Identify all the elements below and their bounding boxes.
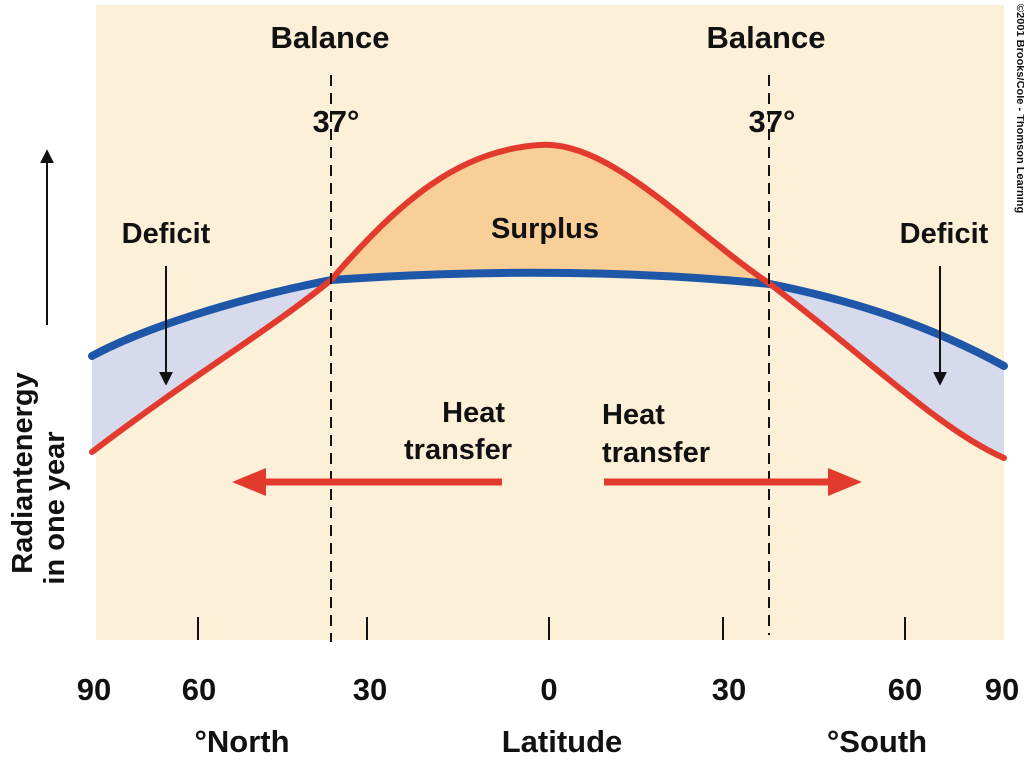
angle-label-left: 37°	[313, 104, 360, 139]
x-label-north: °North	[194, 724, 289, 759]
tick-label-60-south: 60	[888, 672, 922, 707]
tick-label-30-south: 30	[712, 672, 746, 707]
surplus-label: Surplus	[491, 213, 599, 245]
copyright-text: ©2001 Brooks/Cole - Thomson Learning	[1014, 4, 1024, 213]
heat-transfer-label-right-line1: Heat	[602, 399, 665, 431]
tick-label-30-north: 30	[353, 672, 387, 707]
deficit-label-left: Deficit	[122, 218, 211, 250]
heat-transfer-arrowhead-right	[828, 468, 862, 496]
heat-transfer-label-left-line1: Heat	[442, 397, 505, 429]
tick-label-90-north: 90	[77, 672, 111, 707]
incoming-radiation-curve	[89, 141, 1007, 461]
heat-transfer-label-right-line2: transfer	[602, 437, 710, 469]
heat-transfer-label-left-line2: transfer	[404, 434, 512, 466]
angle-label-right: 37°	[749, 104, 796, 139]
x-tick-marks	[197, 617, 906, 640]
x-label-south: °South	[827, 724, 927, 759]
y-axis-label-line2: in one year	[39, 431, 71, 584]
balance-label-left: Balance	[271, 20, 390, 55]
tick-label-0: 0	[540, 672, 557, 707]
y-axis-label-line1: Radiantenergy	[7, 372, 39, 573]
x-label-latitude: Latitude	[502, 724, 623, 759]
tick-label-90-south: 90	[985, 672, 1019, 707]
outgoing-radiation-curve	[88, 268, 1008, 370]
balance-label-right: Balance	[707, 20, 826, 55]
heat-transfer-arrowhead-left	[232, 468, 266, 496]
deficit-label-right: Deficit	[900, 218, 989, 250]
tick-label-60-north: 60	[182, 672, 216, 707]
